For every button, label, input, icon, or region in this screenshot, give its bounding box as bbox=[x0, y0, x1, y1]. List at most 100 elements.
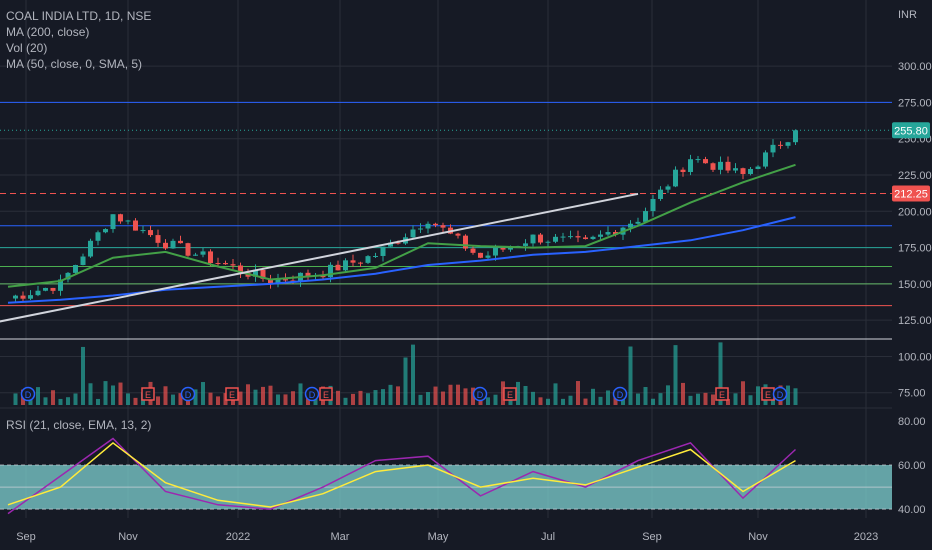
volume-bar bbox=[546, 398, 550, 405]
candle-body bbox=[725, 161, 731, 171]
volume-bar bbox=[756, 386, 760, 405]
volume-bar bbox=[336, 390, 340, 405]
dividend-marker[interactable] bbox=[304, 386, 320, 402]
candle-body bbox=[365, 256, 371, 263]
volume-bar bbox=[651, 398, 655, 405]
legend-vol[interactable]: Vol (20) bbox=[6, 41, 48, 55]
candle-body bbox=[388, 242, 393, 247]
candle-body bbox=[455, 233, 461, 236]
volume-bar bbox=[733, 393, 738, 405]
legend-title[interactable]: COAL INDIA LTD, 1D, NSE bbox=[6, 9, 152, 23]
volume-bar bbox=[561, 398, 565, 405]
volume-bar bbox=[343, 397, 348, 405]
legend-ma200[interactable]: MA (200, close) bbox=[6, 25, 90, 39]
price-tick-label: 300.00 bbox=[898, 61, 932, 73]
rsi-tick-label: 60.00 bbox=[898, 460, 926, 472]
dividend-marker[interactable] bbox=[20, 386, 36, 402]
candle-body bbox=[590, 236, 596, 240]
earnings-marker[interactable] bbox=[141, 387, 155, 401]
candle-body bbox=[568, 236, 573, 238]
volume-bar bbox=[268, 385, 273, 405]
volume-bar bbox=[96, 398, 100, 405]
candle-body bbox=[260, 269, 266, 279]
volume-bar bbox=[36, 387, 40, 405]
candle-body bbox=[88, 240, 93, 257]
volume-bar bbox=[66, 397, 70, 405]
event-marker-label: D bbox=[309, 390, 316, 400]
volume-bar bbox=[178, 393, 183, 405]
event-marker-label: E bbox=[719, 390, 725, 400]
candle-body bbox=[185, 243, 191, 256]
earnings-marker[interactable] bbox=[503, 387, 517, 401]
candle-body bbox=[58, 279, 63, 291]
horizontal-levels[interactable] bbox=[0, 101, 892, 340]
volume-bar bbox=[388, 384, 393, 405]
candle-body bbox=[508, 246, 513, 250]
volume-bar bbox=[793, 388, 798, 405]
candle-body bbox=[463, 235, 468, 249]
price-tick-label: 75.00 bbox=[898, 388, 926, 400]
volume-bar bbox=[726, 398, 730, 405]
volume-bar bbox=[118, 382, 123, 405]
rsi-legend[interactable]: RSI (21, close, EMA, 13, 2) bbox=[6, 418, 152, 432]
candle-body bbox=[598, 234, 603, 237]
volume-bar bbox=[493, 394, 498, 405]
volume-bar bbox=[366, 393, 370, 405]
price-tick-label: 225.00 bbox=[898, 170, 932, 182]
legend-ma50[interactable]: MA (50, close, 0, SMA, 5) bbox=[6, 57, 143, 71]
dividend-marker[interactable] bbox=[772, 386, 788, 402]
volume-bar bbox=[73, 393, 78, 405]
candle-body bbox=[470, 248, 476, 253]
candle-body bbox=[28, 295, 33, 299]
time-tick-label: 2022 bbox=[226, 531, 250, 543]
candle-body bbox=[553, 236, 558, 242]
rsi-ma-line bbox=[7, 441, 796, 508]
candle-body bbox=[358, 262, 363, 264]
volume-bar bbox=[156, 396, 160, 405]
level-price-tag[interactable]: 212.25 bbox=[894, 189, 928, 201]
candle-body bbox=[208, 251, 213, 264]
candle-body bbox=[703, 159, 708, 164]
volume-bar bbox=[51, 390, 55, 405]
candle-body bbox=[718, 161, 723, 170]
candle-body bbox=[395, 242, 401, 244]
earnings-marker[interactable] bbox=[715, 387, 729, 401]
volume-bar bbox=[688, 395, 693, 405]
time-tick-label: Jul bbox=[541, 531, 555, 543]
dividend-marker[interactable] bbox=[472, 386, 488, 402]
earnings-marker[interactable] bbox=[319, 387, 333, 401]
candle-body bbox=[493, 248, 498, 256]
candle-body bbox=[613, 232, 618, 235]
candle-body bbox=[740, 168, 746, 174]
candle-body bbox=[230, 264, 236, 266]
volume-bar bbox=[748, 395, 753, 405]
candle-body bbox=[215, 263, 221, 265]
ma50-line bbox=[7, 163, 796, 288]
candle-body bbox=[538, 234, 543, 243]
volume-bar bbox=[403, 357, 408, 405]
candle-body bbox=[155, 235, 161, 243]
time-tick-label: Sep bbox=[642, 531, 662, 543]
earnings-marker[interactable] bbox=[225, 387, 239, 401]
dividend-marker[interactable] bbox=[180, 386, 196, 402]
candle-body bbox=[380, 246, 386, 256]
time-tick-label: Nov bbox=[118, 531, 138, 543]
candle-body bbox=[290, 280, 296, 282]
last-price-tag[interactable]: 255.80 bbox=[894, 125, 928, 137]
volume-bar bbox=[658, 393, 663, 405]
candle-body bbox=[680, 169, 686, 173]
volume-bar bbox=[741, 381, 745, 405]
time-tick-label: May bbox=[428, 531, 449, 543]
candle-body bbox=[335, 264, 341, 271]
candle-body bbox=[223, 263, 228, 265]
price-tick-label: 200.00 bbox=[898, 206, 932, 218]
candle-body bbox=[178, 240, 183, 244]
dividend-marker[interactable] bbox=[612, 386, 628, 402]
time-tick-label: Nov bbox=[748, 531, 768, 543]
candle-body bbox=[103, 229, 108, 233]
candle-body bbox=[170, 240, 176, 249]
volume-bar bbox=[126, 393, 130, 405]
candle-body bbox=[238, 265, 243, 273]
